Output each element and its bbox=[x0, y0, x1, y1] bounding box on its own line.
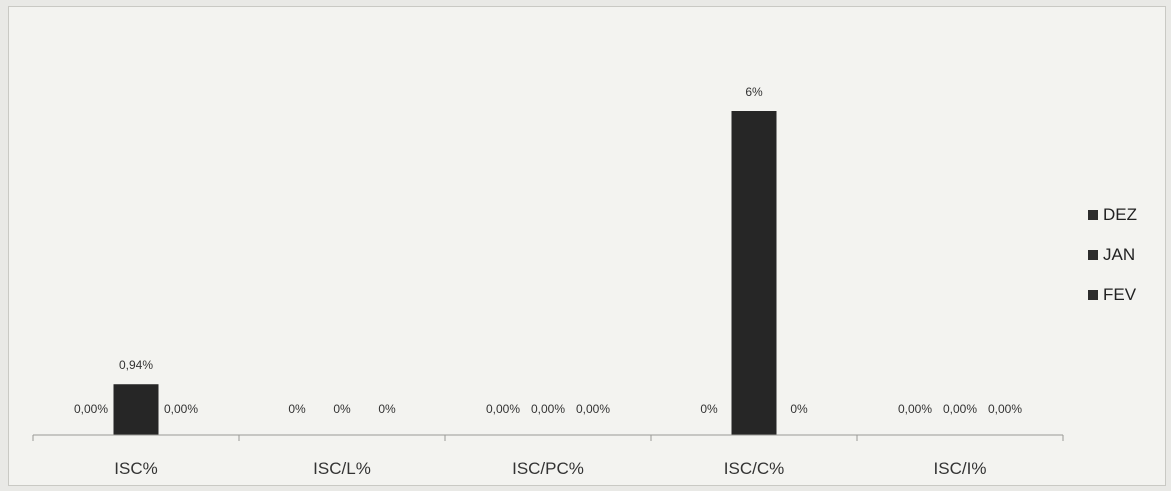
legend-swatch-dez bbox=[1088, 210, 1098, 220]
data-label: 0% bbox=[700, 402, 718, 416]
category-label: ISC/L% bbox=[313, 459, 371, 478]
legend-swatch-jan bbox=[1088, 250, 1098, 260]
data-label: 0,00% bbox=[531, 402, 565, 416]
data-label: 0,00% bbox=[943, 402, 977, 416]
data-label: 0% bbox=[378, 402, 396, 416]
bars-group bbox=[114, 111, 777, 435]
category-label: ISC/I% bbox=[934, 459, 987, 478]
data-label: 6% bbox=[745, 85, 763, 99]
legend-label-dez: DEZ bbox=[1103, 205, 1137, 225]
legend-item-dez: DEZ bbox=[1088, 205, 1137, 225]
bar-jan bbox=[114, 384, 159, 435]
data-label: 0,00% bbox=[898, 402, 932, 416]
data-label: 0% bbox=[790, 402, 808, 416]
data-label: 0,00% bbox=[486, 402, 520, 416]
legend-swatch-fev bbox=[1088, 290, 1098, 300]
legend-item-fev: FEV bbox=[1088, 285, 1136, 305]
data-label: 0,94% bbox=[119, 358, 153, 372]
data-label: 0% bbox=[333, 402, 351, 416]
value-labels-group: 0,00% 0% 0,00% 0% 0,00% 0,94% 0% 0,00% 6% 0,00% 0,… bbox=[74, 85, 1022, 416]
data-label: 0,00% bbox=[74, 402, 108, 416]
category-label: ISC/C% bbox=[724, 459, 784, 478]
data-label: 0,00% bbox=[164, 402, 198, 416]
x-axis-ticks bbox=[33, 435, 1063, 441]
legend-label-fev: FEV bbox=[1103, 285, 1136, 305]
data-label: 0,00% bbox=[988, 402, 1022, 416]
legend-item-jan: JAN bbox=[1088, 245, 1135, 265]
data-label: 0% bbox=[288, 402, 306, 416]
bar-jan bbox=[732, 111, 777, 435]
category-labels-group: ISC% ISC/L% ISC/PC% ISC/C% ISC/I% bbox=[114, 459, 986, 478]
data-label: 0,00% bbox=[576, 402, 610, 416]
category-label: ISC% bbox=[114, 459, 157, 478]
legend-label-jan: JAN bbox=[1103, 245, 1135, 265]
category-label: ISC/PC% bbox=[512, 459, 584, 478]
